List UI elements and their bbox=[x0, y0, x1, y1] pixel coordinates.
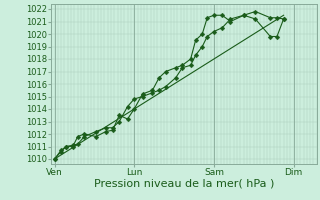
X-axis label: Pression niveau de la mer( hPa ): Pression niveau de la mer( hPa ) bbox=[94, 179, 274, 189]
